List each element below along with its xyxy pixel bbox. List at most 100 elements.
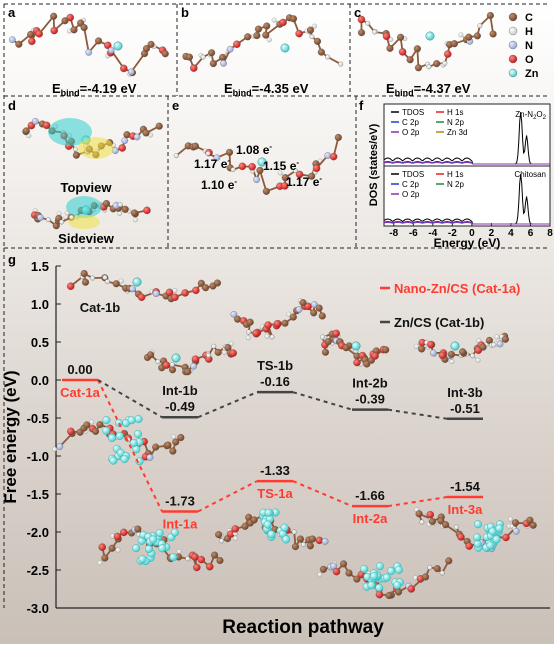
atom (386, 592, 393, 599)
atom (429, 518, 436, 525)
atom (457, 533, 464, 540)
cat-1a-state-label: TS-1a (257, 486, 293, 501)
atom-zn (282, 536, 290, 544)
atom (316, 537, 323, 544)
charge-label-4: 1.10 e- (201, 177, 237, 192)
atom-h (73, 147, 78, 152)
molecule-panel-c (358, 12, 497, 71)
atom (193, 564, 200, 571)
atom-zn (473, 533, 481, 541)
charge-label-2: 1.17 e- (194, 156, 230, 171)
cat-1a-value-label: -1.66 (355, 488, 385, 503)
atom (502, 534, 509, 541)
atom (15, 41, 22, 48)
atom (231, 167, 236, 172)
atom (310, 309, 317, 316)
atom-zn (264, 521, 272, 529)
panel-letter-a: a (8, 5, 16, 20)
atom (296, 30, 303, 37)
atom-zn (158, 544, 166, 552)
atom (202, 284, 209, 291)
atom (422, 574, 429, 581)
atom-h (272, 18, 277, 23)
cat-1a-value-label: -1.54 (450, 479, 480, 494)
atom (372, 30, 377, 35)
atom (82, 279, 89, 286)
atom (215, 349, 222, 356)
dos-legend-label: O 2p (402, 190, 420, 199)
atom (322, 538, 328, 544)
atom (215, 531, 222, 538)
atom (262, 32, 269, 39)
charge-density-blob (68, 215, 100, 229)
ebind-label-a: Ebind=-4.19 eV (52, 81, 137, 98)
cat-1a-state-label: Int-1a (163, 516, 198, 531)
atom (206, 151, 211, 156)
cat-1a-state-label: Cat-1a (60, 385, 101, 400)
charge-label-5: 1.17 e- (286, 174, 322, 189)
atom (274, 320, 281, 327)
dos-xtick-label: 8 (547, 228, 553, 239)
cat-1b-connector (293, 392, 352, 409)
dos-xtick-label: -6 (409, 228, 418, 239)
atom-h (173, 288, 178, 293)
atom (165, 442, 172, 449)
atom (67, 428, 74, 435)
cat-1a-connector (198, 481, 257, 511)
atom (119, 144, 126, 151)
atom (443, 61, 448, 66)
atom-h (119, 279, 124, 284)
legend-label: Nano-Zn/CS (Cat-1a) (394, 281, 520, 296)
atom (162, 50, 169, 57)
cat-1b-state-label: TS-1b (257, 358, 293, 373)
atom (338, 62, 343, 67)
atom (249, 163, 256, 170)
atom-legend-swatch (509, 41, 517, 49)
atom (263, 23, 270, 30)
atom (418, 346, 425, 353)
atom (307, 542, 314, 549)
atom (50, 13, 57, 20)
atom (9, 36, 15, 42)
atom (333, 330, 340, 337)
cat-1b-connector (98, 380, 162, 417)
atom (174, 153, 179, 158)
atom (313, 165, 320, 172)
panel-letter-f: f (359, 98, 364, 113)
atom (134, 134, 140, 140)
y-tick-label: -2.0 (27, 525, 49, 540)
atom (279, 19, 286, 26)
atom (206, 353, 211, 358)
dos-legend-label: Zn 3d (447, 128, 467, 137)
dos-legend-label: TDOS (402, 170, 424, 179)
molecule-panel-b (183, 14, 343, 71)
atom-h (133, 218, 138, 223)
molecule (317, 557, 452, 598)
atom-zn (487, 542, 495, 550)
atom-legend-label: N (525, 40, 533, 52)
atom (208, 49, 215, 56)
atom-legend-swatch (509, 69, 517, 77)
atom (81, 270, 88, 277)
atom (383, 33, 390, 40)
atom-zn (387, 567, 395, 575)
atom-zn (145, 545, 153, 553)
dos-legend-label: H 1s (447, 170, 463, 179)
cat-1b-state-label: Int-3b (447, 385, 482, 400)
atom-h (98, 560, 103, 565)
atom (440, 571, 445, 576)
atom (292, 530, 297, 535)
atom-zn (133, 278, 141, 286)
atom (465, 34, 472, 41)
atom (407, 56, 414, 63)
atom (434, 565, 441, 572)
molecule (144, 341, 237, 375)
cat-1b-value-label: -0.39 (355, 392, 385, 407)
atom (120, 65, 127, 72)
atom (105, 279, 110, 284)
atom-zn (103, 416, 111, 424)
cat-1b-connector (388, 410, 447, 419)
atom (101, 555, 108, 562)
molecule-panel-d (22, 118, 162, 229)
